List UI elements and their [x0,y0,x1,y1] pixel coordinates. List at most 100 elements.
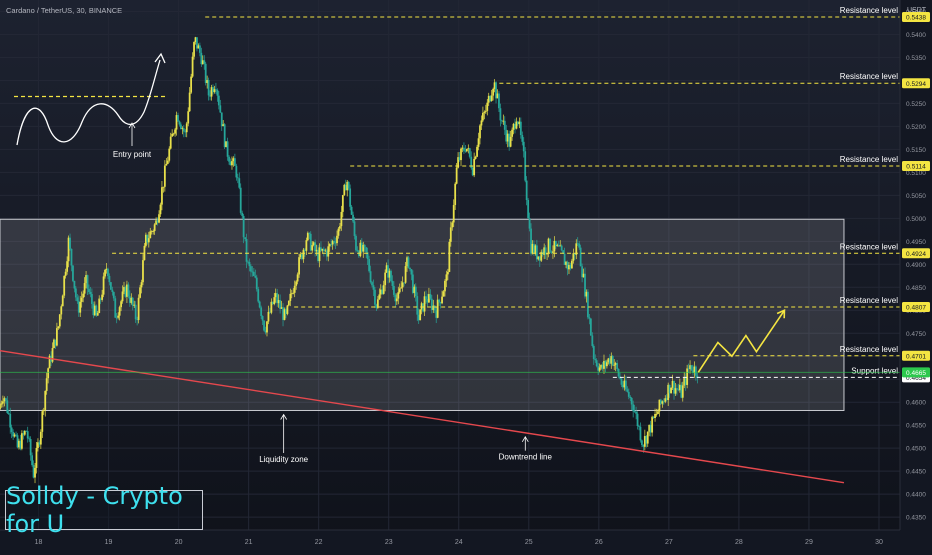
candle-body [304,249,306,251]
candle-body [9,413,12,428]
time-tick-label: 18 [35,539,43,546]
price-level-tag-text: 0.5294 [906,81,926,88]
candle-body [128,296,131,303]
candle-body [362,244,365,252]
liquidity-zone-layer [0,218,845,411]
candle-body [473,158,476,176]
candle-body [533,243,535,254]
candle-body [455,167,458,184]
annotation-pointer-arrowhead [521,436,529,443]
candle-body [260,307,263,316]
candle-body [58,314,61,327]
time-tick-label: 21 [245,539,253,546]
candle-body [594,359,597,361]
candle-body [156,220,159,223]
resistance-level-label: Resistance level [840,345,898,354]
time-tick-label: 29 [805,539,813,546]
candle-body [254,275,257,278]
candle-body [209,95,211,97]
price-tick-label: 0.4850 [906,285,926,292]
candle-body [476,146,478,157]
candle-body [217,95,220,106]
candle-body [368,259,371,272]
candle-body [635,411,637,414]
candle-body [556,244,559,247]
candle-body [633,411,636,413]
candle-body [465,148,468,152]
candle-body [6,400,9,413]
annotation-pointer-arrowhead [280,413,288,420]
candle-body [235,165,238,178]
candle-body [112,292,115,299]
candle-body [674,388,677,394]
candle-body [492,88,495,96]
time-tick-label: 22 [315,539,323,546]
candle-body [349,188,352,207]
candle-body [171,133,174,137]
time-tick-label: 23 [385,539,393,546]
candle-body [286,305,289,314]
candle-body [664,398,667,402]
candle-body [376,299,379,308]
candle-body [207,80,210,96]
candle-body [104,269,106,277]
support-level-label: Support level [851,366,898,375]
candle-body [352,214,354,222]
candle-body [51,348,54,362]
candle-body [241,212,244,216]
price-level-tag-text: 0.5114 [906,164,926,171]
candle-body [661,401,664,404]
candle-body [126,284,128,297]
candle-body [168,148,171,161]
candle-body [597,366,600,371]
price-tick-label: 0.4750 [906,331,926,338]
candle-body [239,187,242,213]
candle-body [13,434,16,437]
candle-body [460,148,462,161]
candle-body [302,249,305,260]
price-tick-label: 0.5250 [906,101,926,108]
candle-body [464,150,467,152]
candle-body [629,396,632,399]
candle-body [575,243,578,255]
candle-body [449,227,452,242]
candle-body [182,128,185,132]
candle-body [236,177,239,179]
candle-body [582,273,585,278]
candle-body [325,250,328,257]
candle-body [371,282,373,286]
candle-body [670,387,672,394]
candle-body [158,214,160,223]
candle-body [503,120,506,130]
price-level-tag [902,160,930,171]
candle-body [64,271,67,276]
candle-body [276,293,279,304]
candle-body [322,248,325,251]
candle-body [131,297,134,306]
candle-body [544,247,547,255]
candle-body [107,268,109,276]
candle-body [149,231,152,239]
candle-body [2,401,4,404]
candle-body [133,304,136,306]
candle-body [169,136,172,149]
candle-body [66,261,69,272]
candle-body [366,252,369,260]
candle-body [624,380,627,390]
candle-body [483,111,486,113]
candle-body [394,294,397,302]
candle-body [391,280,394,286]
candle-body [626,389,629,392]
candle-body [693,366,696,373]
current-price-tag-text: 0.4665 [906,370,926,377]
price-level-tag [902,350,930,361]
candle-body [404,266,407,283]
candle-body [305,240,308,251]
candle-body [620,378,623,385]
candle-body [0,403,3,405]
candle-body [279,300,282,309]
candle-body [86,275,89,289]
